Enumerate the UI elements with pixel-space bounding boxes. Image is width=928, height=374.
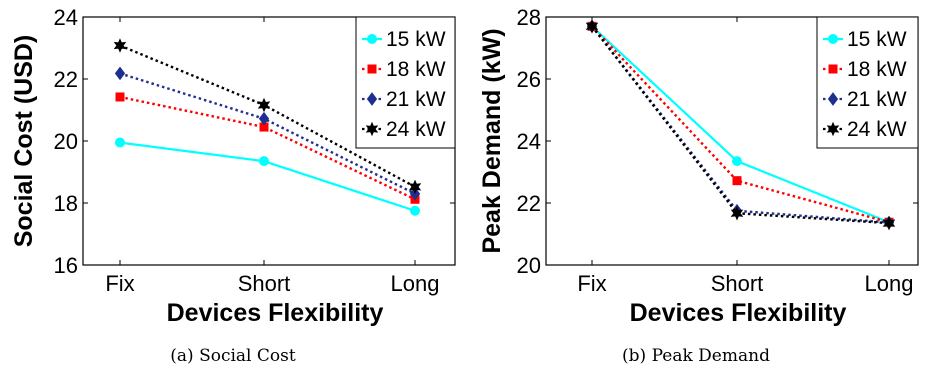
data-point-24-kw-fix [113,38,127,53]
legend-label-24-kw: 24 kW [386,118,446,141]
x-tick-label-long: Long [391,271,440,296]
chart-social-cost: 16 18 20 22 24 Fix Short Long Devices Flexibilit… [10,5,456,327]
data-point-18-kw-short [732,176,742,186]
data-point-24-kw-fix [585,19,599,34]
x-tick-label-long: Long [865,271,914,296]
data-point-18-kw-fix [115,92,125,102]
y-tick-label: 18 [54,191,78,216]
x-tick-label-short: Short [238,271,291,296]
y-tick-label: 28 [517,5,541,30]
data-point-15-kw-short [259,156,269,167]
data-point-24-kw-long [408,179,422,195]
legend-marker-21-kw [827,92,839,106]
caption-peak-demand: (b) Peak Demand [622,346,770,366]
legend-label-15-kw: 15 kW [386,28,446,51]
data-point-24-kw-short [730,205,744,221]
legend-label-24-kw: 24 kW [847,118,907,141]
legend-marker-15-kw [828,34,838,44]
x-tick-label-fix: Fix [105,271,134,296]
legend-label-18-kw: 18 kW [847,58,907,81]
legend-marker-24-kw [826,121,840,137]
y-tick-label: 22 [54,67,78,92]
data-point-21-kw-fix [114,66,126,81]
legend-label-21-kw: 21 kW [386,88,446,111]
y-tick-label: 24 [54,5,78,30]
data-point-15-kw-short [732,156,742,167]
chart-peak-demand: 20 22 24 26 28 Fix Short Long Devices Flexibilit… [478,5,919,327]
y-tick-label: 24 [517,129,541,154]
legend-label-18-kw: 18 kW [386,58,446,81]
legend-marker-24-kw [365,121,379,137]
x-axis-label: Devices Flexibility [167,299,384,327]
legend-marker-15-kw [367,34,377,44]
caption-social-cost: (a) Social Cost [170,346,296,366]
y-tick-label: 20 [517,253,541,278]
legend-marker-21-kw [366,92,378,106]
x-tick-label-fix: Fix [577,271,606,296]
data-point-15-kw-fix [115,137,125,148]
y-axis-label: Peak Demand (kW) [478,28,506,253]
data-point-24-kw-short [257,97,271,113]
data-point-24-kw-long [882,215,896,231]
y-tick-label: 20 [54,129,78,154]
legend-label-15-kw: 15 kW [847,28,907,51]
y-tick-label: 26 [517,67,541,92]
y-tick-label: 22 [517,191,541,216]
legend-label-21-kw: 21 kW [847,88,907,111]
legend-marker-18-kw [367,64,377,74]
y-axis-label: Social Cost (USD) [10,35,38,248]
y-tick-label: 16 [54,253,78,278]
series-line-15-kw [119,141,416,212]
data-point-15-kw-long [410,205,420,216]
x-tick-label-short: Short [711,271,764,296]
data-point-21-kw-short [258,111,270,126]
x-axis-label: Devices Flexibility [630,299,847,327]
legend-marker-18-kw [828,64,838,74]
series-line-18-kw [119,95,416,201]
